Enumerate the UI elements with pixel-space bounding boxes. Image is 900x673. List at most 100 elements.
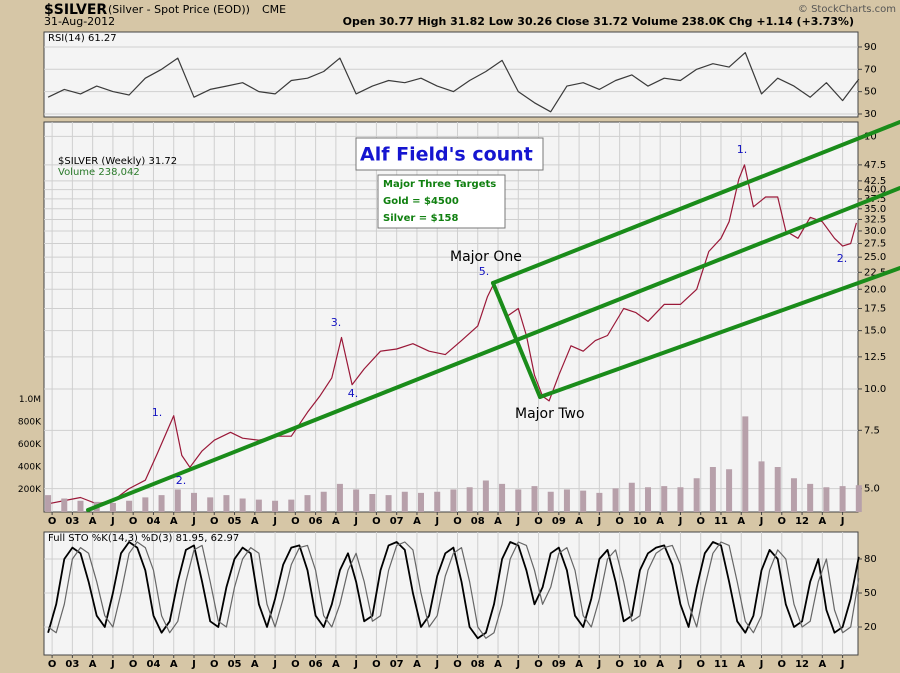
x-tick-label: O: [615, 516, 624, 527]
volume-bar: [353, 489, 360, 512]
exchange: CME: [262, 3, 286, 16]
x-tick-label: J: [434, 659, 439, 670]
volume-bar: [109, 503, 116, 512]
y-tick-label: 400K: [18, 463, 42, 473]
y-tick-label: 32.5: [864, 214, 886, 225]
x-tick-label: A: [737, 516, 745, 527]
y-tick-label: 27.5: [864, 238, 886, 249]
x-tick-label: 11: [714, 659, 728, 670]
x-tick-label: O: [210, 659, 219, 670]
y-tick-label: 1.0M: [19, 395, 41, 405]
x-tick-label: O: [291, 516, 300, 527]
volume-bar: [661, 486, 668, 512]
x-tick-label: 08: [471, 659, 485, 670]
x-tick-label: 03: [65, 516, 79, 527]
y-tick-label: 10: [864, 131, 877, 142]
volume-bar: [499, 483, 506, 512]
volume-bar: [774, 467, 781, 512]
x-tick-label: O: [534, 516, 543, 527]
volume-bar: [790, 478, 797, 512]
volume-bar: [726, 469, 733, 512]
series-line: [47, 541, 860, 639]
volume-bar: [255, 499, 262, 512]
x-tick-label: 10: [633, 659, 647, 670]
volume-bar: [807, 483, 814, 512]
volume-bar: [174, 489, 181, 512]
trendline: [491, 120, 900, 285]
targets-line: Major Three Targets: [383, 179, 496, 190]
x-tick-label: J: [515, 516, 520, 527]
x-tick-label: A: [656, 659, 664, 670]
x-tick-label: J: [272, 659, 277, 670]
wave-label: 4.: [348, 387, 359, 400]
x-tick-label: J: [353, 516, 358, 527]
volume-bar: [563, 489, 570, 512]
y-tick-label: 70: [864, 64, 877, 75]
volume-bar: [288, 499, 295, 512]
x-tick-label: O: [453, 516, 462, 527]
x-tick-label: J: [110, 659, 115, 670]
x-tick-label: J: [840, 659, 845, 670]
x-tick-label: O: [615, 659, 624, 670]
volume-bar: [645, 487, 652, 512]
volume-bar: [320, 491, 327, 512]
symbol: $SILVER: [44, 2, 107, 18]
x-tick-label: J: [678, 516, 683, 527]
x-tick-label: O: [778, 516, 787, 527]
y-tick-label: 90: [864, 42, 877, 53]
wave-label: 2.: [176, 474, 187, 487]
volume-bar: [45, 495, 52, 512]
x-tick-label: J: [597, 659, 602, 670]
volume-bar: [855, 485, 862, 512]
y-tick-label: 47.5: [864, 160, 886, 171]
x-tick-label: A: [737, 659, 745, 670]
volume-bar: [272, 500, 279, 512]
y-tick-label: 12.5: [864, 352, 886, 363]
trendline: [86, 186, 900, 512]
annotation-title: Alf Field's count: [360, 144, 533, 166]
x-tick-label: 06: [309, 516, 323, 527]
volume-bar: [142, 497, 149, 512]
volume-bar: [547, 491, 554, 512]
x-tick-label: J: [759, 659, 764, 670]
x-tick-label: O: [372, 516, 381, 527]
x-tick-label: O: [696, 516, 705, 527]
y-tick-label: 5.0: [864, 484, 880, 495]
y-tick-label: 80: [864, 554, 877, 565]
x-tick-label: O: [696, 659, 705, 670]
x-tick-label: O: [48, 516, 57, 527]
wave-label: 5.: [479, 265, 490, 278]
y-tick-label: 17.5: [864, 303, 886, 314]
x-tick-label: 12: [795, 516, 809, 527]
volume-bar: [450, 489, 457, 512]
series-line: [47, 52, 860, 113]
rsi-panel: [43, 31, 859, 118]
trendline: [491, 281, 542, 399]
panel-title: Volume 238,042: [58, 167, 140, 178]
y-tick-label: 200K: [18, 485, 42, 495]
series-line: [47, 541, 860, 640]
panel-title: Full STO %K(14,3) %D(3) 81.95, 62.97: [48, 533, 239, 544]
volume-bar: [515, 489, 522, 512]
annotation: Major Two: [515, 406, 585, 422]
x-tick-label: O: [129, 516, 138, 527]
y-tick-label: 800K: [18, 418, 42, 428]
volume-bar: [61, 498, 68, 512]
y-tick-label: 22.5: [864, 267, 886, 278]
y-tick-label: 50: [864, 87, 877, 98]
wave-label: 1.: [152, 406, 163, 419]
trendlines: [86, 120, 900, 512]
volume-bar: [466, 487, 473, 512]
x-tick-label: J: [678, 659, 683, 670]
targets-box: [377, 174, 506, 229]
volume-bar: [336, 483, 343, 512]
annotation: Major One: [450, 249, 522, 265]
x-tick-label: A: [656, 516, 664, 527]
x-tick-label: 08: [471, 516, 485, 527]
panel-title: $SILVER (Weekly) 31.72: [58, 156, 177, 167]
targets-line: Gold = $4500: [383, 196, 459, 207]
wave-label: 1.: [737, 143, 748, 156]
volume-bar: [596, 492, 603, 512]
x-tick-label: J: [191, 659, 196, 670]
volume-bar: [369, 494, 376, 512]
